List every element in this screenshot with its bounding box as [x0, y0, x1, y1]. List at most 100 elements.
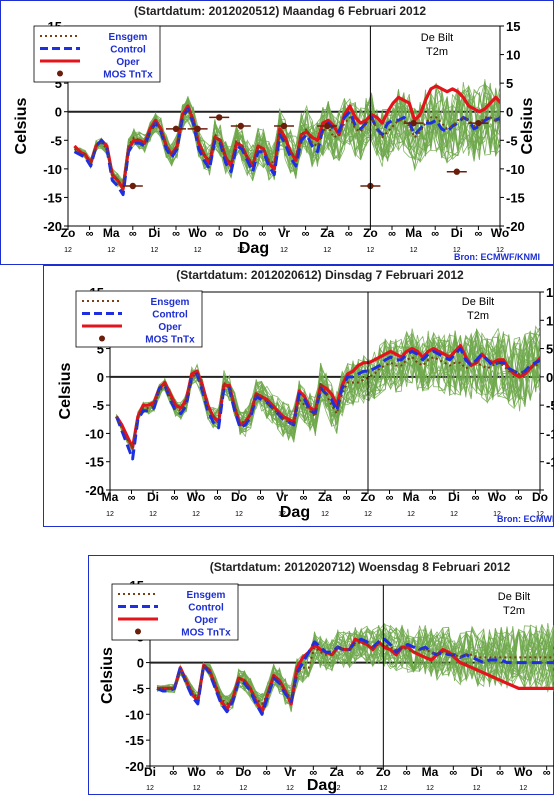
y-tick-label-right: 10	[546, 313, 554, 328]
day-label: Vr	[278, 226, 290, 240]
hour-label: 12	[379, 785, 387, 792]
day-label: ∞	[263, 767, 271, 779]
day-label: ∞	[388, 228, 396, 240]
station-name: De Bilt	[462, 296, 494, 308]
day-label: Wo	[514, 765, 532, 779]
hour-label: 12	[410, 247, 418, 254]
day-label: ∞	[129, 228, 137, 240]
source-label: Bron: ECMWF/	[497, 514, 554, 524]
hour-label: 12	[286, 785, 294, 792]
legend-label: MOS TnTx	[145, 335, 195, 346]
hour-label: 12	[321, 511, 329, 518]
x-axis-label: Dag	[239, 240, 269, 257]
legend-label: MOS TnTx	[181, 628, 231, 639]
y-tick-label: -15	[125, 733, 144, 748]
mos-point	[173, 126, 179, 132]
y-tick-label-right: 0	[546, 370, 553, 385]
day-label: ∞	[515, 492, 523, 504]
y-tick-label: 0	[55, 105, 62, 120]
hour-label: 12	[107, 247, 115, 254]
hour-label: 12	[193, 785, 201, 792]
mos-point	[454, 169, 460, 175]
day-label: Zo	[363, 226, 378, 240]
mos-point	[216, 114, 222, 120]
y-axis-label-right: Celsius	[519, 97, 536, 154]
day-label: Di	[451, 226, 463, 240]
legend-swatch	[57, 71, 63, 77]
y-tick-label-right: -15	[506, 190, 525, 205]
day-label: ∞	[496, 767, 504, 779]
hour-label: 12	[473, 785, 481, 792]
hour-label: 12	[146, 785, 154, 792]
hour-label: 12	[407, 511, 415, 518]
day-label: ∞	[343, 492, 351, 504]
day-label: Wo	[187, 490, 205, 504]
day-label: ∞	[345, 228, 353, 240]
mos-point	[410, 120, 416, 126]
day-label: ∞	[258, 228, 266, 240]
y-tick-label-right: -5	[506, 133, 518, 148]
day-label: Zo	[61, 226, 76, 240]
meteogram-panel-2: -20-15-1-10-1-5-5005510101515Ma12∞Di12∞W…	[44, 266, 554, 527]
chart-title: (Startdatum: 2012020712) Woensdag 8 Febr…	[210, 560, 511, 574]
y-tick-label: -5	[50, 133, 62, 148]
y-tick-label-right: -1	[546, 455, 554, 470]
y-axis-label: Celsius	[13, 97, 30, 154]
y-tick-label-right: 15	[546, 285, 554, 300]
day-label: Wo	[187, 765, 205, 779]
legend-label: Control	[188, 603, 224, 614]
hour-label: 12	[426, 785, 434, 792]
day-label: ∞	[214, 492, 222, 504]
legend-swatch	[99, 336, 105, 342]
day-label: ∞	[169, 767, 177, 779]
day-label: Di	[147, 490, 159, 504]
y-tick-label: -5	[132, 681, 144, 696]
mos-point	[238, 123, 244, 129]
day-label: Ma	[103, 226, 120, 240]
day-label: ∞	[543, 767, 551, 779]
y-tick-label: -15	[85, 455, 104, 470]
day-label: ∞	[216, 767, 224, 779]
day-label: Do	[532, 490, 548, 504]
day-label: ∞	[431, 228, 439, 240]
day-label: ∞	[356, 767, 364, 779]
variable-name: T2m	[426, 46, 448, 58]
y-tick-label-right: 5	[506, 76, 513, 91]
legend-label: Ensgem	[187, 590, 226, 601]
day-label: ∞	[386, 492, 394, 504]
y-tick-label: 0	[97, 370, 104, 385]
chart-title: (Startdatum: 2012020512) Maandag 6 Febru…	[134, 4, 426, 18]
day-label: Za	[318, 490, 332, 504]
station-name: De Bilt	[498, 591, 530, 603]
legend-label: MOS TnTx	[103, 70, 153, 81]
day-label: Wo	[188, 226, 206, 240]
day-label: Di	[471, 765, 483, 779]
mos-point	[281, 123, 287, 129]
hour-label: 12	[64, 247, 72, 254]
source-label: Bron: ECMWF/KNMI	[454, 252, 540, 262]
x-axis-label: Dag	[307, 777, 337, 794]
y-axis-label: Celsius	[57, 362, 74, 419]
day-label: ∞	[449, 767, 457, 779]
y-tick-label-right: 10	[506, 48, 520, 63]
day-label: Za	[320, 226, 334, 240]
hour-label: 12	[280, 247, 288, 254]
hour-label: 12	[364, 511, 372, 518]
hour-label: 12	[239, 785, 247, 792]
legend-label: Oper	[116, 57, 139, 68]
mos-point	[324, 123, 330, 129]
day-label: ∞	[171, 492, 179, 504]
y-tick-label: -10	[85, 426, 104, 441]
day-label: Do	[231, 490, 247, 504]
legend-label: Oper	[158, 322, 181, 333]
variable-name: T2m	[503, 605, 525, 617]
day-label: Ma	[102, 490, 119, 504]
day-label: ∞	[128, 492, 136, 504]
day-label: ∞	[257, 492, 265, 504]
day-label: ∞	[429, 492, 437, 504]
y-tick-label: -20	[125, 759, 144, 774]
day-label: ∞	[403, 767, 411, 779]
